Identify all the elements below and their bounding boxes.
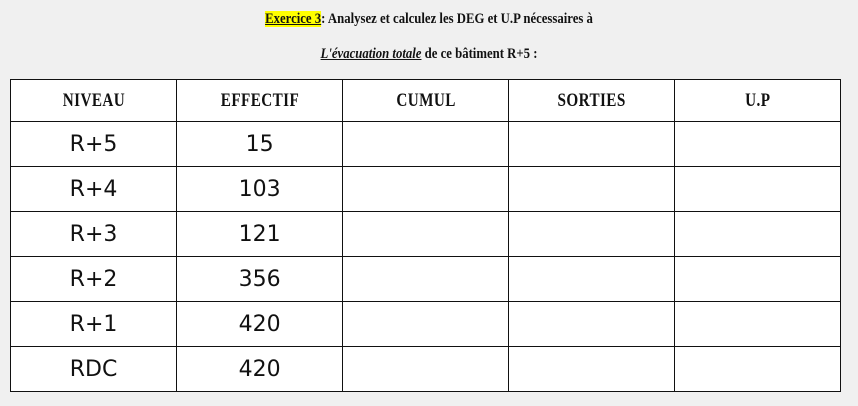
niveau-cell: RDC xyxy=(9,346,178,392)
effectif-cell: 420 xyxy=(176,346,344,392)
table-row: R+4 103 xyxy=(9,166,841,212)
cumul-cell xyxy=(342,256,510,302)
table-row: R+2 356 xyxy=(9,256,841,302)
cumul-cell xyxy=(342,211,510,257)
table-row: R+5 15 xyxy=(9,121,841,167)
header-sorties: SORTIES xyxy=(508,79,676,122)
sorties-cell xyxy=(508,301,676,347)
header-cumul: CUMUL xyxy=(342,79,510,122)
table-row: R+1 420 xyxy=(9,301,841,347)
exercise-instruction: : Analysez et calculez les DEG et U.P né… xyxy=(321,11,593,27)
exercise-title: Exercice 3: Analysez et calculez les DEG… xyxy=(64,11,793,28)
table-header-row: NIVEAU EFFECTIF CUMUL SORTIES U.P xyxy=(9,79,841,122)
up-cell xyxy=(674,211,841,257)
cumul-cell xyxy=(342,301,510,347)
sorties-cell xyxy=(508,346,676,392)
up-cell xyxy=(674,166,841,212)
header-effectif: EFFECTIF xyxy=(176,79,344,122)
up-cell xyxy=(674,301,841,347)
up-cell xyxy=(674,346,841,392)
exercise-label: Exercice 3 xyxy=(265,11,322,27)
table-row: R+3 121 xyxy=(9,211,841,257)
header-up: U.P xyxy=(674,79,841,122)
niveau-cell: R+4 xyxy=(9,166,178,212)
sorties-cell xyxy=(508,211,676,257)
niveau-cell: R+2 xyxy=(9,256,178,302)
effectif-cell: 103 xyxy=(176,166,344,212)
header-niveau: NIVEAU xyxy=(9,79,178,122)
niveau-cell: R+1 xyxy=(9,301,178,347)
evacuation-table: NIVEAU EFFECTIF CUMUL SORTIES U.P R+5 15 R… xyxy=(9,79,841,392)
emphasis-text: L'évacuation totale xyxy=(320,46,422,62)
subtitle-rest: de ce bâtiment R+5 : xyxy=(421,46,538,62)
effectif-cell: 121 xyxy=(176,211,344,257)
exercise-subtitle: L'évacuation totale de ce bâtiment R+5 : xyxy=(64,46,793,63)
cumul-cell xyxy=(342,346,510,392)
up-cell xyxy=(674,256,841,302)
niveau-cell: R+3 xyxy=(9,211,178,257)
cumul-cell xyxy=(342,166,510,212)
sorties-cell xyxy=(508,121,676,167)
niveau-cell: R+5 xyxy=(9,121,178,167)
sorties-cell xyxy=(508,256,676,302)
effectif-cell: 15 xyxy=(176,121,344,167)
cumul-cell xyxy=(342,121,510,167)
effectif-cell: 356 xyxy=(176,256,344,302)
table-row: RDC 420 xyxy=(9,346,841,392)
effectif-cell: 420 xyxy=(176,301,344,347)
sorties-cell xyxy=(508,166,676,212)
up-cell xyxy=(674,121,841,167)
